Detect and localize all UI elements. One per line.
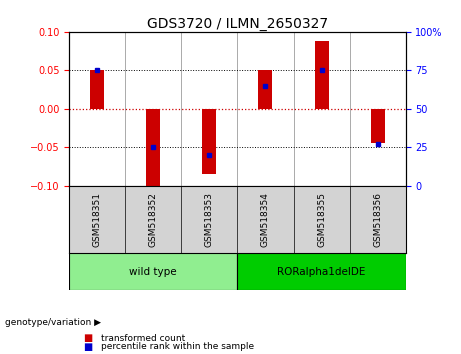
Bar bbox=[371, 109, 384, 143]
Text: RORalpha1delDE: RORalpha1delDE bbox=[278, 267, 366, 277]
Text: GSM518354: GSM518354 bbox=[261, 192, 270, 247]
Text: genotype/variation ▶: genotype/variation ▶ bbox=[5, 318, 100, 327]
Text: GSM518356: GSM518356 bbox=[373, 192, 382, 247]
Bar bbox=[237, 253, 406, 290]
Text: GSM518355: GSM518355 bbox=[317, 192, 326, 247]
Bar bbox=[259, 70, 272, 109]
Text: GSM518352: GSM518352 bbox=[149, 192, 158, 247]
Bar bbox=[90, 70, 104, 109]
Bar bbox=[146, 109, 160, 186]
Text: wild type: wild type bbox=[130, 267, 177, 277]
Text: GSM518353: GSM518353 bbox=[205, 192, 214, 247]
Bar bbox=[69, 253, 237, 290]
Text: ■: ■ bbox=[83, 342, 92, 352]
Bar bbox=[314, 41, 329, 109]
Bar bbox=[202, 109, 216, 174]
Text: ■: ■ bbox=[83, 333, 92, 343]
Title: GDS3720 / ILMN_2650327: GDS3720 / ILMN_2650327 bbox=[147, 17, 328, 31]
Text: percentile rank within the sample: percentile rank within the sample bbox=[101, 342, 254, 352]
Text: transformed count: transformed count bbox=[101, 333, 186, 343]
Text: GSM518351: GSM518351 bbox=[93, 192, 102, 247]
